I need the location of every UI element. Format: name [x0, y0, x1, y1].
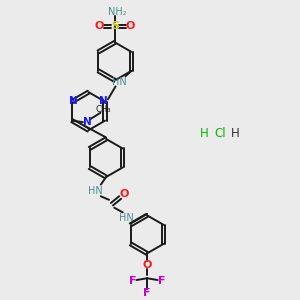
Text: F: F [143, 289, 151, 298]
Text: HN: HN [119, 213, 134, 223]
Text: HN: HN [88, 186, 102, 196]
Text: F: F [158, 276, 166, 286]
Text: F: F [129, 276, 136, 286]
Text: CH₃: CH₃ [96, 105, 111, 114]
Text: H: H [230, 127, 239, 140]
Text: O: O [142, 260, 152, 270]
Text: NH: NH [107, 7, 122, 17]
Text: HN: HN [112, 77, 126, 87]
Text: O: O [120, 189, 129, 199]
Text: ₂: ₂ [123, 8, 126, 17]
Text: N: N [83, 117, 92, 127]
Text: O: O [95, 21, 104, 31]
Text: S: S [111, 21, 119, 31]
Text: N: N [69, 96, 77, 106]
Text: H: H [200, 127, 208, 140]
Text: N: N [100, 96, 108, 106]
Text: Cl: Cl [214, 127, 226, 140]
Text: O: O [125, 21, 135, 31]
